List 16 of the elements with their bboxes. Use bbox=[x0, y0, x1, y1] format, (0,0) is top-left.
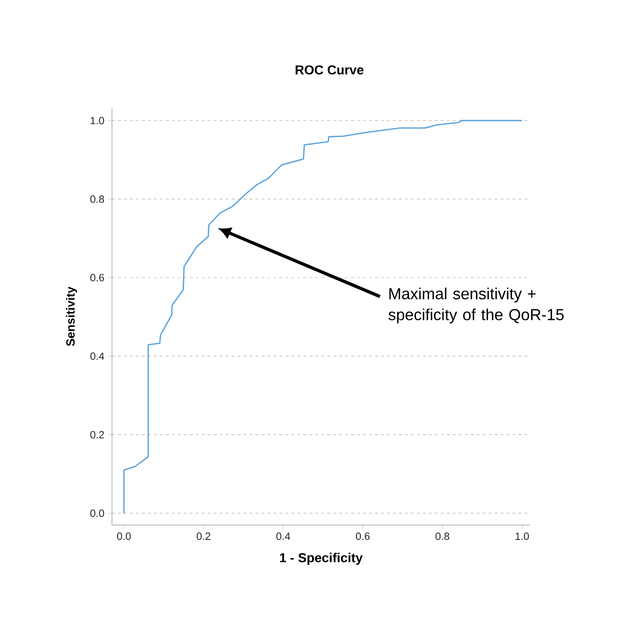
y-tick-label: 0.6 bbox=[90, 274, 104, 282]
x-tick-label: 0.0 bbox=[117, 532, 131, 540]
y-tick-label: 1.0 bbox=[90, 116, 104, 124]
x-tick-label: 0.2 bbox=[196, 532, 210, 540]
y-tick-label: 0.4 bbox=[90, 352, 104, 360]
y-tick-label: 0.0 bbox=[90, 510, 104, 517]
x-tick-label: 0.4 bbox=[276, 532, 290, 540]
annotation: Maximal sensitivity + specificity of the QoR-15 bbox=[388, 288, 564, 324]
y-tick-label: 0.2 bbox=[90, 431, 104, 438]
x-tick-label: 0.6 bbox=[356, 532, 370, 540]
x-axis-title: 1 - Specificity bbox=[280, 552, 363, 565]
chart-title: ROC Curve bbox=[296, 65, 364, 75]
x-tick-label: 0.8 bbox=[436, 532, 450, 540]
y-axis-title: Sensitivity bbox=[66, 286, 78, 346]
x-tick-label: 1.0 bbox=[516, 532, 529, 540]
y-tick-label: 0.8 bbox=[90, 195, 104, 203]
